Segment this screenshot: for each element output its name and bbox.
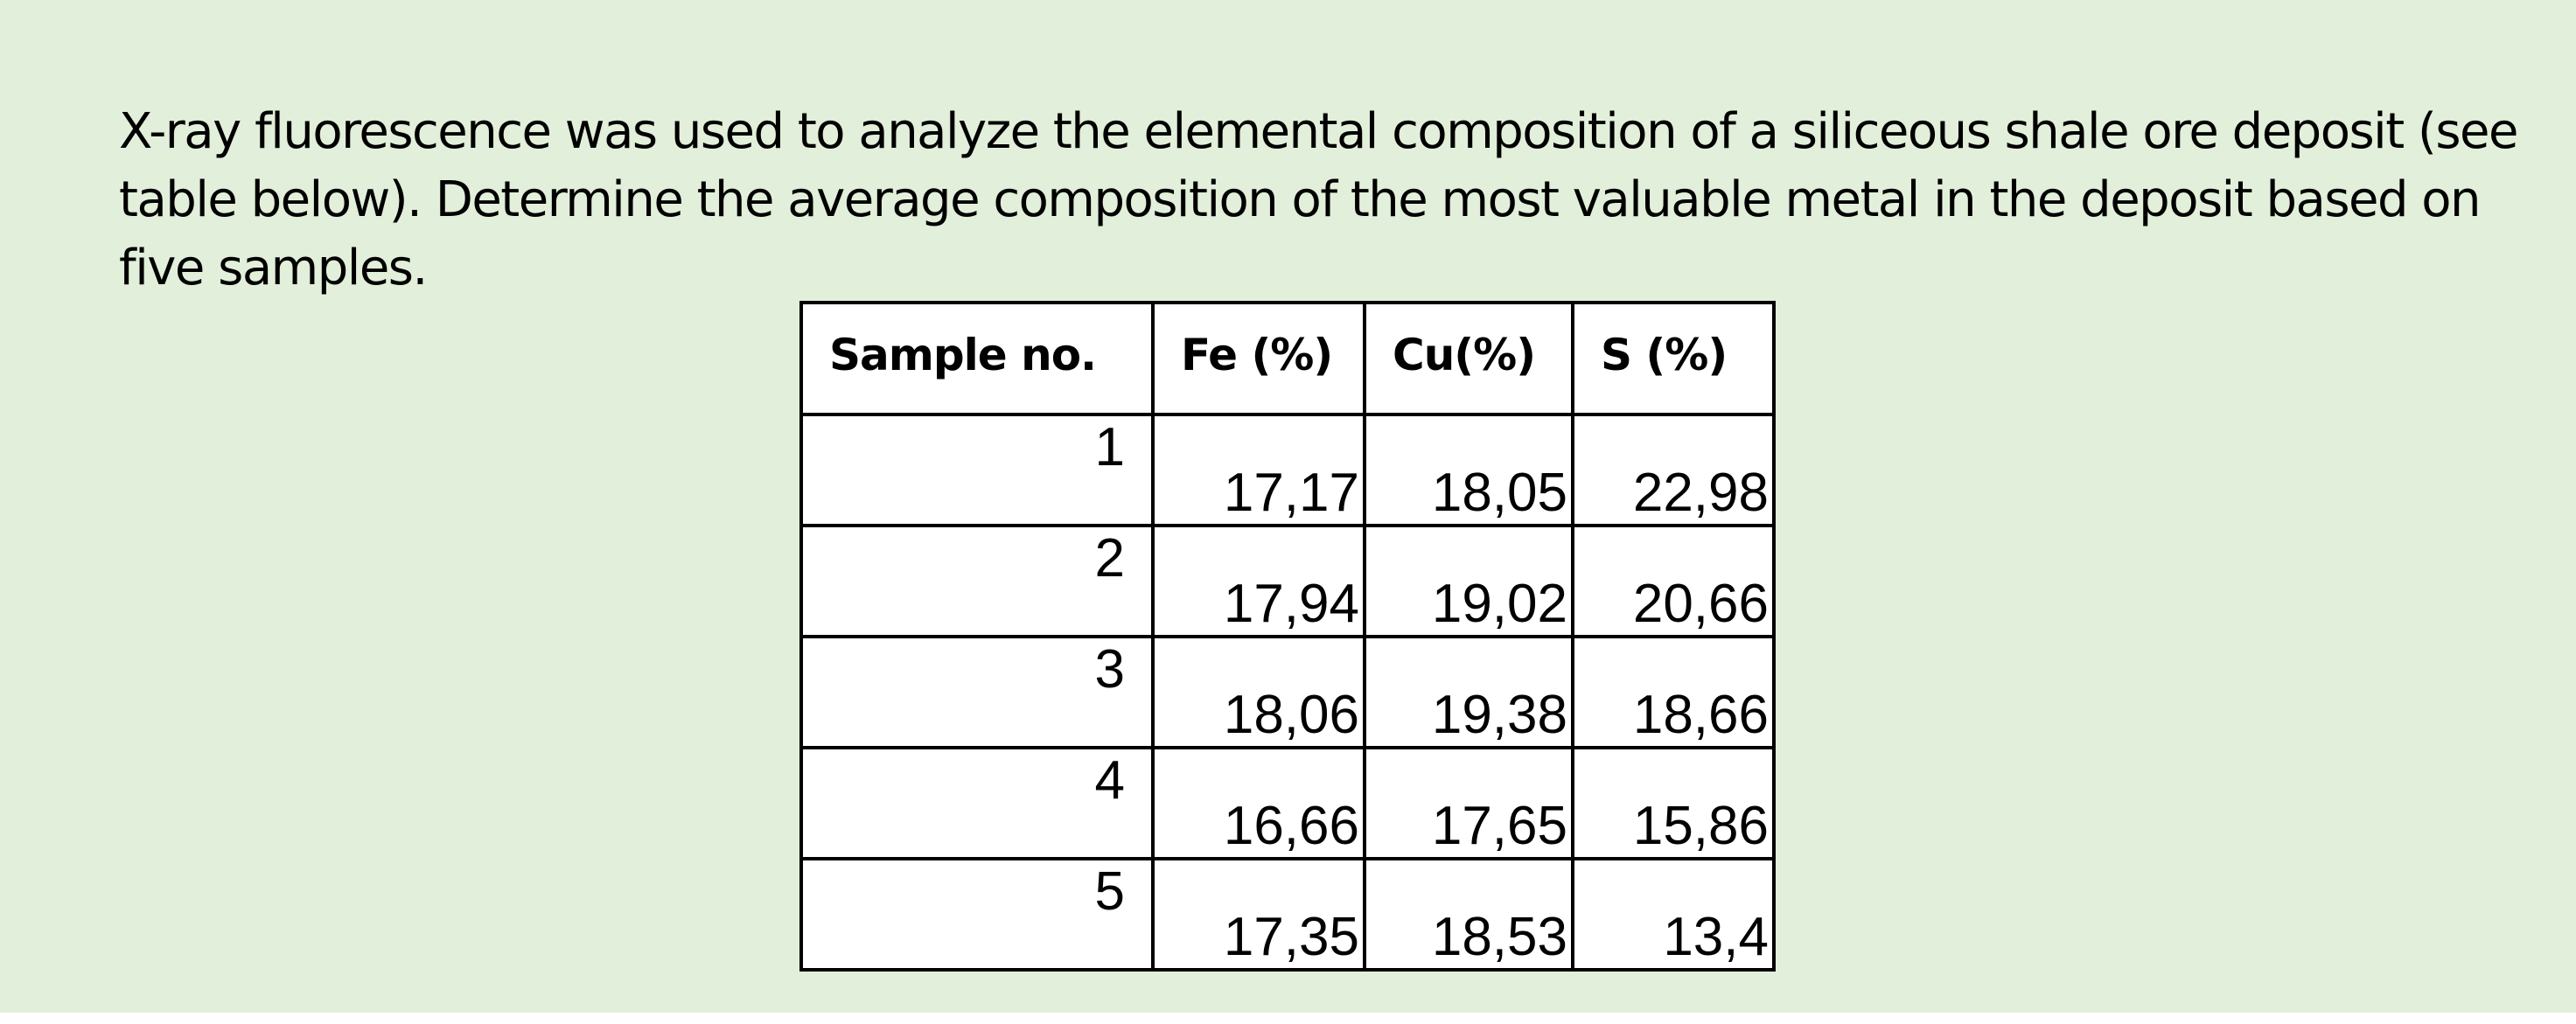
cell-fe: 16,66 [1151, 746, 1366, 860]
header-sample-no: Sample no. [799, 301, 1155, 416]
cell-cu: 18,53 [1363, 857, 1574, 972]
table-row: 2 17,94 19,02 20,66 [799, 524, 1776, 638]
cell-sample-no: 1 [799, 413, 1155, 527]
header-fe: Fe (%) [1151, 301, 1366, 416]
cell-fe: 17,94 [1151, 524, 1366, 638]
cell-fe: 17,35 [1151, 857, 1366, 972]
table-row: 4 16,66 17,65 15,86 [799, 746, 1776, 860]
cell-s: 22,98 [1571, 413, 1776, 527]
cell-s: 15,86 [1571, 746, 1776, 860]
cell-fe: 18,06 [1151, 635, 1366, 749]
cell-sample-no: 4 [799, 746, 1155, 860]
cell-sample-no: 3 [799, 635, 1155, 749]
table-header-row: Sample no. Fe (%) Cu(%) S (%) [799, 301, 1776, 416]
question-text: X-ray fluorescence was used to analyze t… [119, 103, 2518, 296]
cell-fe: 17,17 [1151, 413, 1366, 527]
cell-s: 18,66 [1571, 635, 1776, 749]
cell-cu: 19,38 [1363, 635, 1574, 749]
cell-s: 20,66 [1571, 524, 1776, 638]
cell-sample-no: 2 [799, 524, 1155, 638]
cell-cu: 17,65 [1363, 746, 1574, 860]
composition-table-container: Sample no. Fe (%) Cu(%) S (%) 1 17,17 18… [799, 301, 1776, 972]
cell-cu: 19,02 [1363, 524, 1574, 638]
header-s: S (%) [1571, 301, 1776, 416]
cell-cu: 18,05 [1363, 413, 1574, 527]
composition-table: Sample no. Fe (%) Cu(%) S (%) 1 17,17 18… [799, 301, 1776, 972]
table-row: 3 18,06 19,38 18,66 [799, 635, 1776, 749]
table-row: 5 17,35 18,53 13,4 [799, 857, 1776, 972]
cell-s: 13,4 [1571, 857, 1776, 972]
cell-sample-no: 5 [799, 857, 1155, 972]
header-cu: Cu(%) [1363, 301, 1574, 416]
table-row: 1 17,17 18,05 22,98 [799, 413, 1776, 527]
